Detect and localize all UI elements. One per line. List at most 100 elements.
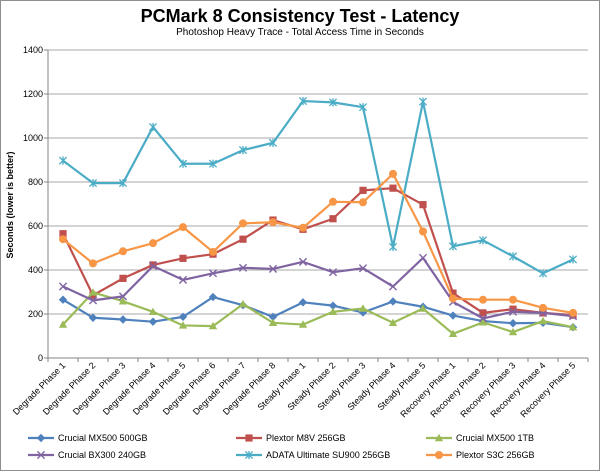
data-point (478, 236, 488, 245)
chart-title: PCMark 8 Consistency Test - Latency (140, 6, 460, 26)
data-point (508, 319, 518, 328)
data-point (238, 299, 248, 308)
data-point (58, 156, 68, 165)
data-point (239, 235, 247, 243)
data-point (119, 274, 127, 282)
data-point (358, 103, 368, 112)
y-tick-label: 800 (28, 177, 43, 187)
data-point (388, 242, 398, 251)
data-point (358, 264, 368, 273)
series-1 (59, 184, 577, 319)
data-point (208, 269, 218, 278)
data-point (178, 159, 188, 168)
data-point (298, 320, 308, 328)
legend-marker (434, 433, 444, 442)
data-point (59, 230, 67, 238)
legend-item: ADATA Ultimate SU900 256GB (236, 447, 390, 463)
data-point (449, 289, 457, 297)
y-tick-label: 0 (38, 353, 43, 363)
x-tick-label: Degrade Phase 6 (161, 360, 218, 417)
data-point (328, 301, 338, 310)
y-tick-label: 400 (28, 265, 43, 275)
data-point (208, 159, 218, 168)
data-point (59, 235, 67, 244)
data-point (298, 298, 308, 307)
data-point (268, 312, 278, 322)
legend-swatch (28, 433, 54, 443)
data-point (58, 320, 68, 328)
data-point (208, 292, 218, 302)
data-point (179, 254, 187, 262)
data-point (448, 311, 458, 320)
series-line (62, 172, 574, 314)
axes (44, 49, 589, 362)
data-point (389, 169, 397, 178)
data-point (509, 295, 517, 304)
data-point (419, 227, 427, 236)
data-point (449, 294, 457, 303)
legend-item: Crucial MX500 500GB (28, 430, 148, 446)
data-point (58, 282, 68, 291)
legend-marker (36, 433, 46, 443)
data-point (389, 184, 397, 192)
data-point (539, 303, 547, 312)
y-tick-label: 600 (28, 221, 43, 231)
data-point (268, 318, 278, 326)
data-point (268, 264, 278, 273)
legend-swatch (236, 450, 262, 460)
x-tick-label: Degrade Phase 8 (221, 360, 278, 417)
data-point (149, 261, 157, 269)
legend-item: Plextor M8V 256GB (236, 430, 346, 446)
data-point (88, 313, 98, 322)
data-point (508, 307, 518, 316)
data-point (388, 297, 398, 306)
x-tick-label: Recovery Phase 2 (428, 360, 487, 419)
legend-label: Crucial BX300 240GB (58, 450, 147, 460)
data-point (268, 138, 278, 147)
data-point (269, 218, 277, 227)
data-point (178, 275, 188, 284)
data-point (178, 321, 188, 329)
data-point (239, 219, 247, 228)
data-point (88, 179, 98, 188)
legend-marker (244, 450, 254, 460)
data-point (118, 315, 128, 324)
gridlines (48, 49, 588, 315)
y-axis-label: Seconds (lower is better) (5, 151, 15, 258)
data-point (88, 296, 98, 305)
data-point (119, 247, 127, 256)
y-tick-label: 1000 (23, 133, 43, 143)
data-point (419, 201, 427, 209)
x-tick-label: Degrade Phase 1 (11, 360, 68, 417)
data-point (509, 305, 517, 313)
data-point (178, 312, 188, 322)
series-line (62, 295, 574, 329)
data-point (329, 215, 337, 223)
series-5 (59, 169, 577, 317)
data-point (238, 263, 248, 272)
chart-legend: Crucial MX500 500GB Plextor M8V 256GB Cruc… (28, 430, 588, 466)
data-point (149, 239, 157, 248)
legend-label: ADATA Ultimate SU900 256GB (266, 450, 391, 460)
series-4 (58, 96, 578, 278)
data-point (479, 309, 487, 317)
y-tick-labels: 0 200 400 600 800 1000 1200 1400 (23, 45, 43, 363)
data-point (418, 253, 428, 262)
series-line (62, 256, 574, 320)
series-line (62, 187, 574, 317)
legend-marker (36, 450, 46, 460)
data-point (448, 329, 458, 337)
chart-subtitle: Photoshop Heavy Trace - Total Access Tim… (176, 27, 424, 38)
x-tick-label: Degrade Phase 4 (101, 360, 158, 417)
data-point (329, 197, 337, 206)
legend-label: Plextor S3C 256GB (456, 450, 535, 460)
data-point (328, 98, 338, 107)
data-point (479, 295, 487, 304)
legend-swatch (236, 434, 262, 442)
series-line (62, 99, 574, 275)
legend-item: Crucial MX500 1TB (426, 430, 534, 446)
data-point (538, 316, 548, 325)
data-point (298, 257, 308, 266)
data-point (238, 146, 248, 155)
